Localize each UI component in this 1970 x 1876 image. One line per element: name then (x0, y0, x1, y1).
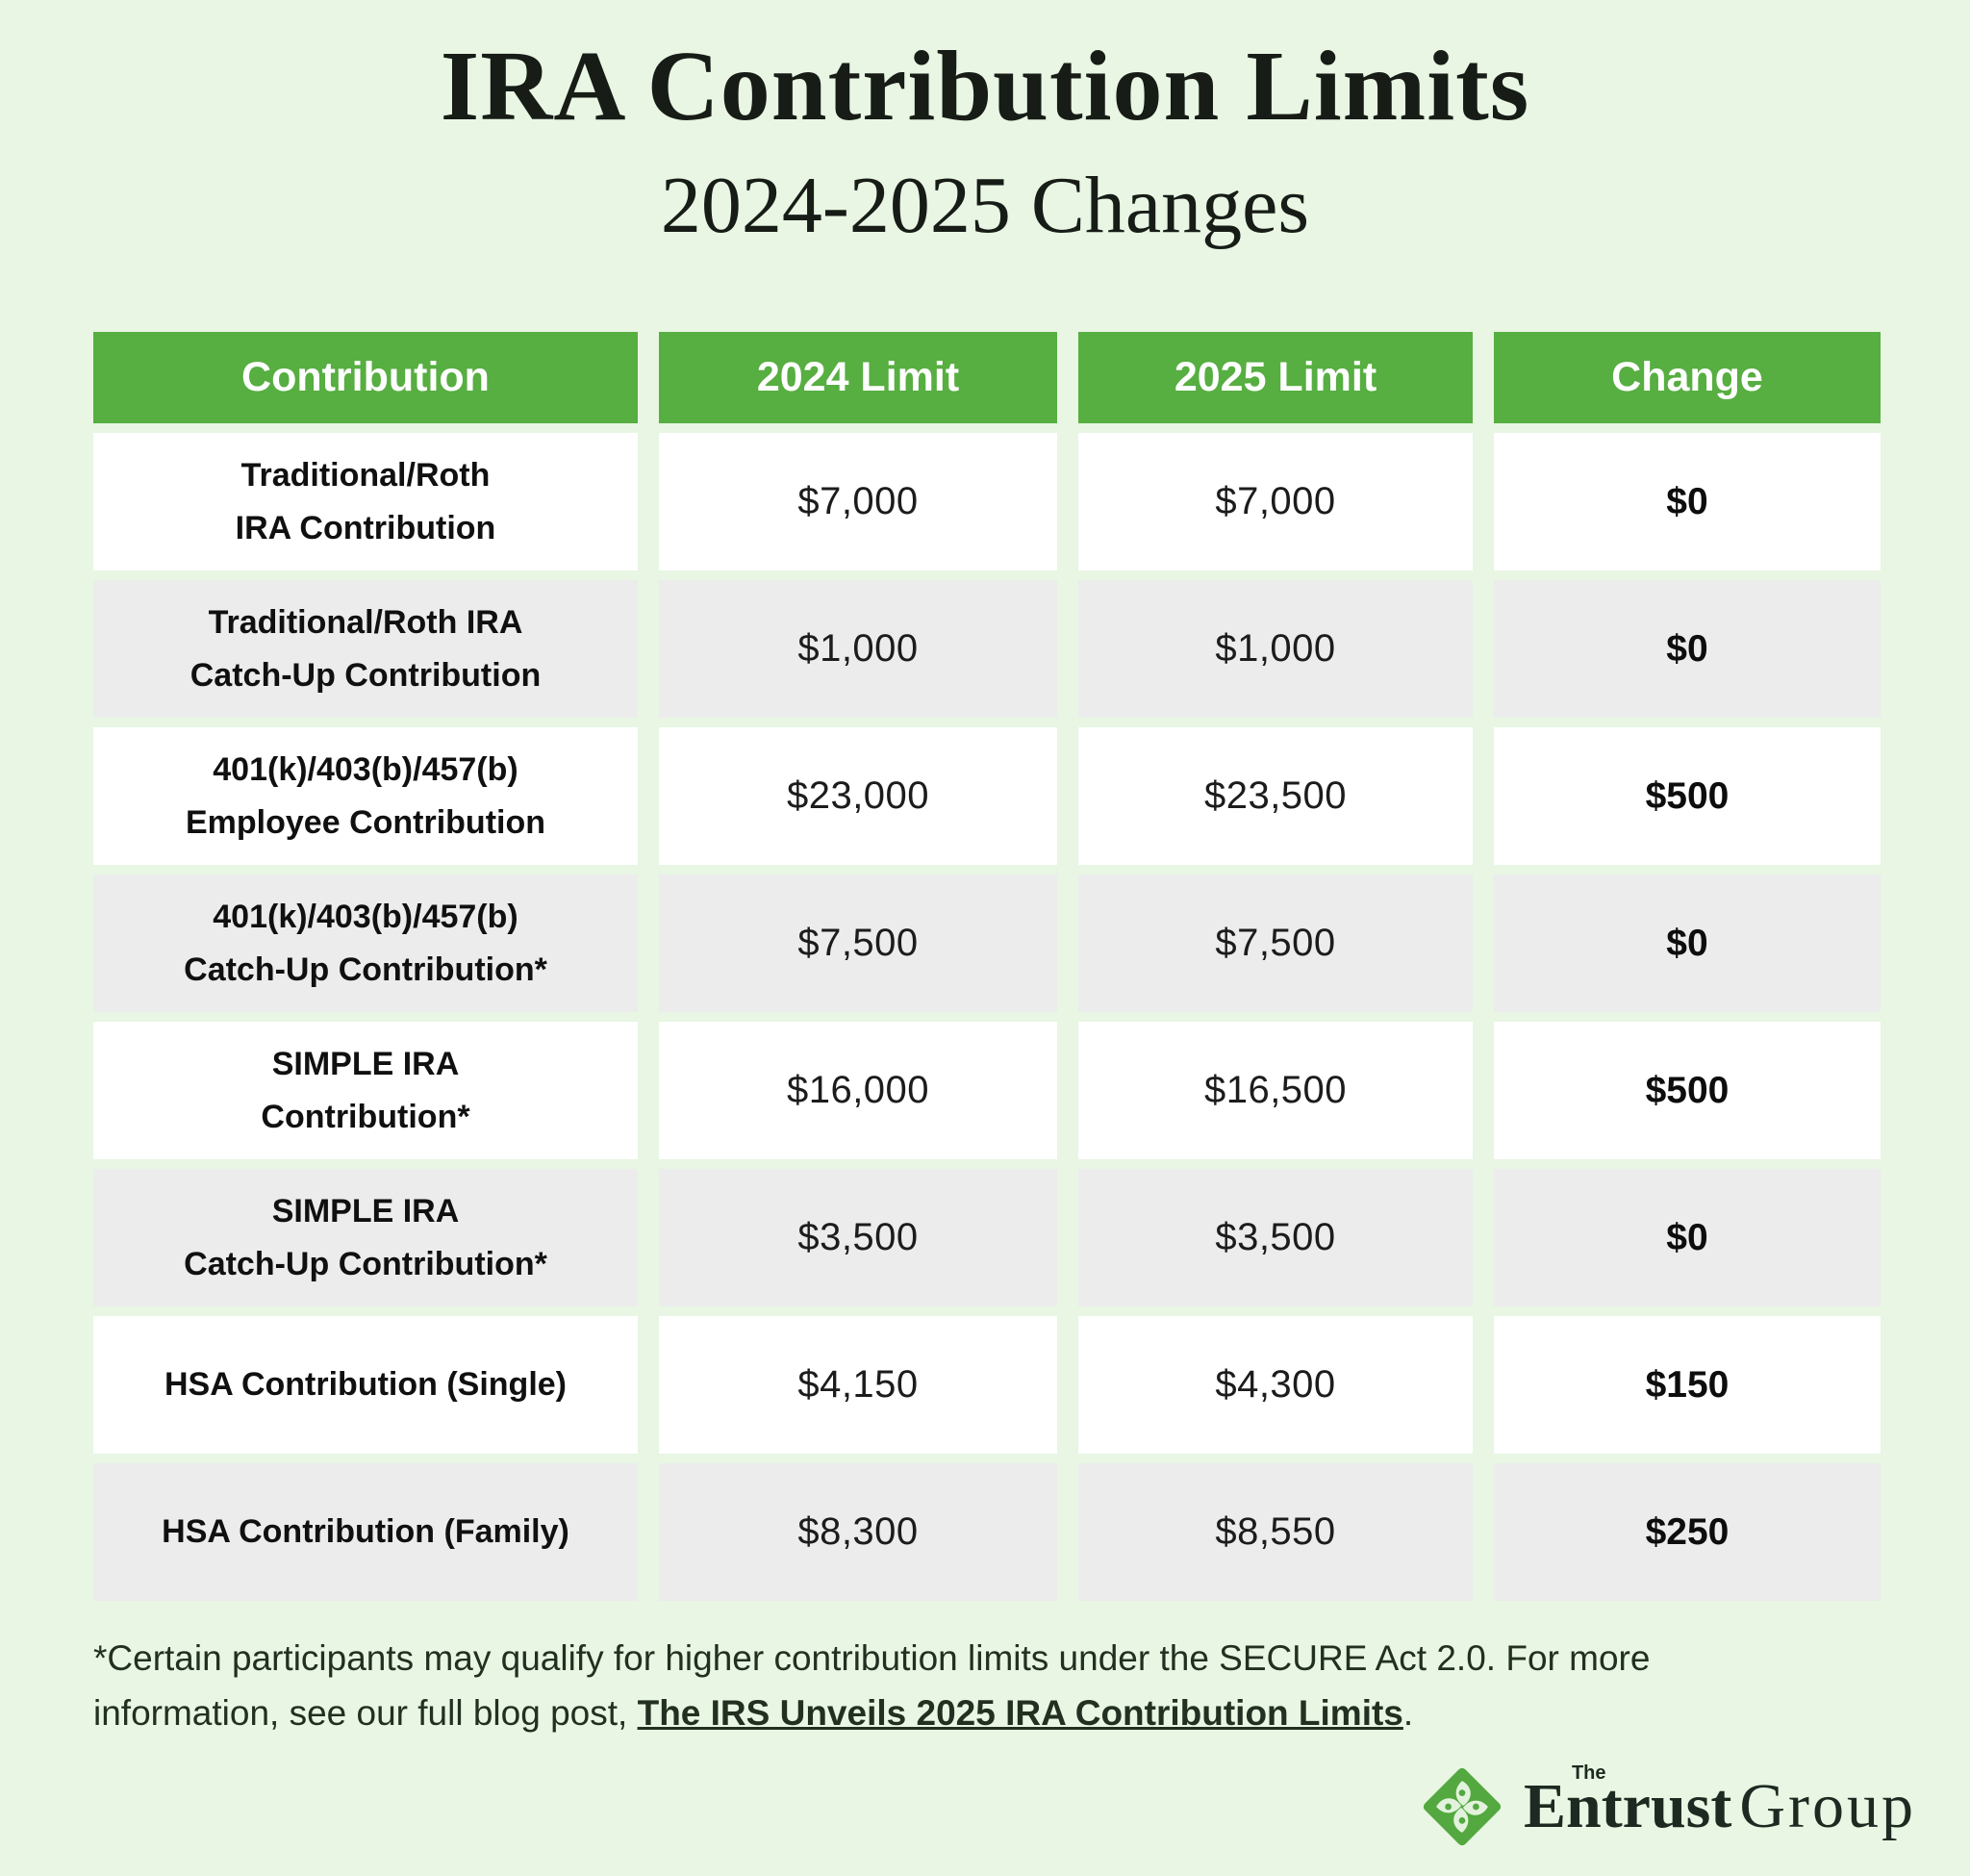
header: IRA Contribution Limits 2024-2025 Change… (0, 0, 1970, 252)
limit-2025-value: $7,500 (1078, 875, 1473, 1012)
limit-2025-value: $4,300 (1078, 1316, 1473, 1454)
footnote: *Certain participants may qualify for hi… (93, 1631, 1844, 1741)
contribution-label: HSA Contribution (Family) (93, 1463, 638, 1601)
table-row: SIMPLE IRA Contribution* $16,000 $16,500… (93, 1022, 1881, 1159)
limit-2024-value: $7,500 (659, 875, 1057, 1012)
limit-2025-value: $3,500 (1078, 1169, 1473, 1306)
limit-2025-value: $23,500 (1078, 727, 1473, 865)
table-row: HSA Contribution (Single) $4,150 $4,300 … (93, 1316, 1881, 1454)
column-header-change: Change (1494, 332, 1881, 423)
table-row: Traditional/Roth IRA Contribution $7,000… (93, 433, 1881, 570)
change-value: $0 (1494, 433, 1881, 570)
change-value: $500 (1494, 727, 1881, 865)
change-value: $250 (1494, 1463, 1881, 1601)
table-body: Traditional/Roth IRA Contribution $7,000… (93, 433, 1881, 1601)
brand-suffix: Group (1739, 1771, 1916, 1841)
change-value: $500 (1494, 1022, 1881, 1159)
limit-2025-value: $1,000 (1078, 580, 1473, 718)
table-row: SIMPLE IRA Catch-Up Contribution* $3,500… (93, 1169, 1881, 1306)
table-row: 401(k)/403(b)/457(b) Employee Contributi… (93, 727, 1881, 865)
limit-2024-value: $7,000 (659, 433, 1057, 570)
limit-2024-value: $1,000 (659, 580, 1057, 718)
table-row: HSA Contribution (Family) $8,300 $8,550 … (93, 1463, 1881, 1601)
brand-name: Entrust (1523, 1771, 1732, 1841)
limit-2024-value: $8,300 (659, 1463, 1057, 1601)
page-title: IRA Contribution Limits (440, 31, 1530, 141)
column-header-2025-limit: 2025 Limit (1078, 332, 1473, 423)
change-value: $0 (1494, 580, 1881, 718)
page-subtitle: 2024-2025 Changes (660, 161, 1310, 250)
contribution-label: Traditional/Roth IRA Catch-Up Contributi… (93, 580, 638, 718)
limit-2025-value: $7,000 (1078, 433, 1473, 570)
table-header: Contribution 2024 Limit 2025 Limit Chang… (93, 332, 1881, 423)
contribution-label: HSA Contribution (Single) (93, 1316, 638, 1454)
change-value: $0 (1494, 1169, 1881, 1306)
limit-2025-value: $8,550 (1078, 1463, 1473, 1601)
limit-2024-value: $16,000 (659, 1022, 1057, 1159)
change-value: $0 (1494, 875, 1881, 1012)
limit-2024-value: $23,000 (659, 727, 1057, 865)
column-header-contribution: Contribution (93, 332, 638, 423)
contribution-label: Traditional/Roth IRA Contribution (93, 433, 638, 570)
table-row: Traditional/Roth IRA Catch-Up Contributi… (93, 580, 1881, 718)
limit-2024-value: $4,150 (659, 1316, 1057, 1454)
entrust-clover-diamond-icon (1416, 1761, 1508, 1853)
limit-2025-value: $16,500 (1078, 1022, 1473, 1159)
contribution-label: 401(k)/403(b)/457(b) Employee Contributi… (93, 727, 638, 865)
contribution-label: SIMPLE IRA Catch-Up Contribution* (93, 1169, 638, 1306)
footnote-text-after: . (1402, 1693, 1414, 1734)
table-header-row: Contribution 2024 Limit 2025 Limit Chang… (93, 332, 1881, 423)
blog-post-link[interactable]: The IRS Unveils 2025 IRA Contribution Li… (637, 1693, 1403, 1734)
entrust-group-logo: The Entrust Group (1416, 1761, 1916, 1853)
contribution-limits-table: Contribution 2024 Limit 2025 Limit Chang… (93, 332, 1881, 1610)
column-header-2024-limit: 2024 Limit (659, 332, 1057, 423)
contribution-label: SIMPLE IRA Contribution* (93, 1022, 638, 1159)
brand-wordmark: The Entrust Group (1523, 1762, 1916, 1843)
change-value: $150 (1494, 1316, 1881, 1454)
table-row: 401(k)/403(b)/457(b) Catch-Up Contributi… (93, 875, 1881, 1012)
limit-2024-value: $3,500 (659, 1169, 1057, 1306)
footnote-text-before: *Certain participants may qualify for hi… (93, 1638, 1651, 1734)
contribution-label: 401(k)/403(b)/457(b) Catch-Up Contributi… (93, 875, 638, 1012)
brand-the: The (1571, 1762, 1606, 1784)
